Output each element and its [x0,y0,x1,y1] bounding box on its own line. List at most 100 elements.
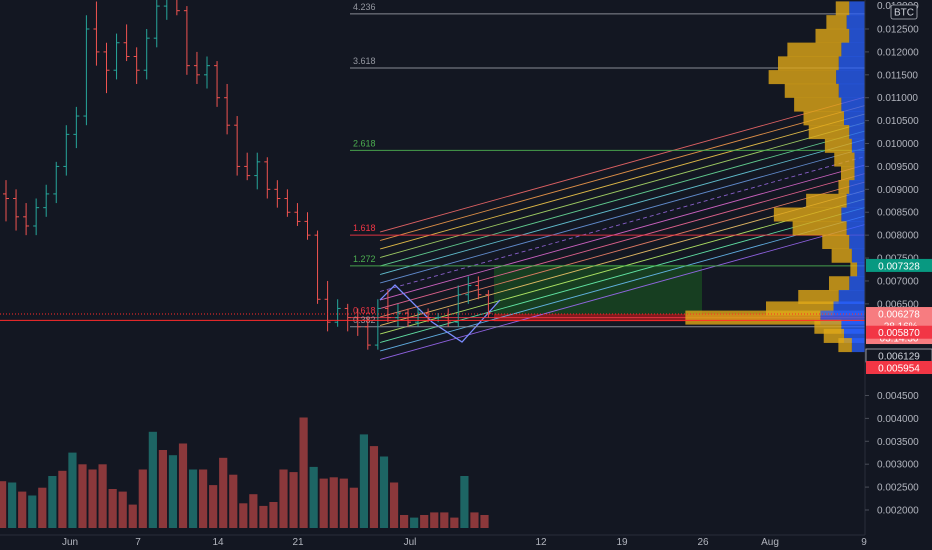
vp-bar-up [849,235,865,250]
price-tick-label: 0.009000 [877,185,919,196]
vp-bar-down [778,56,839,71]
price-badge-text: 0.005870 [878,328,920,339]
price-badge-text: 03:14:30 [880,334,919,345]
last-price-line [0,313,865,321]
long-target-zone[interactable] [494,264,702,314]
vp-bar-down [838,338,852,353]
time-tick-label: 26 [697,537,709,548]
volume-bar [209,485,218,528]
price-tick-label: 0.004000 [877,414,919,425]
price-tick-label: 0.012500 [877,25,919,36]
vp-bar-up [841,42,865,57]
volume-bar [58,470,67,528]
volume-bar [420,515,429,528]
volume-bar [289,472,298,528]
vp-bar-down [822,235,850,250]
volume-bar [400,515,409,528]
channel-line [379,105,866,241]
price-badge-text: 0.006278 [878,310,920,321]
volume-bar [138,469,147,528]
vp-bar-down [815,28,850,43]
vp-bar-up [849,125,865,140]
price-tick-label: 0.006500 [877,299,919,310]
currency-label: BTC [894,8,914,19]
price-tick-label: 0.004500 [877,391,919,402]
pattern-drawing[interactable] [379,284,501,343]
volume-bar [98,464,107,528]
vp-bar-down [806,193,847,208]
vp-bar-down [685,310,821,325]
volume-bar [68,452,77,528]
volume-bar [309,466,318,528]
vp-bar-up [838,289,865,304]
price-badge-text: 0.007328 [878,261,920,272]
volume-bar [148,431,157,528]
price-badge-text: 0.005954 [878,364,920,375]
fib-level-label: 1.272 [353,254,376,264]
volume-profile [685,1,865,353]
volume-bar [299,417,308,528]
volume-bar [0,481,7,528]
vp-bar-up [846,221,865,236]
price-tick-label: 0.003500 [877,437,919,448]
volume-bar [369,446,379,528]
fib-level-label: 3.618 [353,56,376,66]
volume-bars [0,417,489,528]
price-tick-label: 0.007000 [877,276,919,287]
channel-line [379,139,866,275]
volume-bar [379,456,389,528]
currency-label-box[interactable]: BTC [890,4,918,20]
volume-bar [108,489,117,528]
volume-bar [168,455,178,528]
vp-bar-up [841,97,865,112]
volume-bar [389,482,399,528]
volume-bar [440,512,449,528]
channel-line [379,173,866,309]
vp-bar-down [831,248,852,263]
volume-bar [128,504,137,528]
volume-bar [239,503,248,528]
time-tick-label: Jun [62,537,78,548]
vp-bar-up [849,28,865,43]
vp-bar-up [851,248,865,263]
vp-bar-down [792,221,847,236]
volume-bar [259,505,268,528]
vp-bar-down [803,111,844,126]
time-tick-label: 21 [292,537,304,548]
price-badge-bg [866,361,932,374]
price-tick-label: 0.010000 [877,139,919,150]
vp-bar-down [826,15,847,30]
volume-bar [229,474,238,528]
volume-bar [329,477,338,528]
volume-bar [88,469,97,528]
volume-bar [480,515,489,528]
channel-line [379,215,866,352]
volume-bar [199,469,208,528]
channel-line [379,130,866,267]
price-badges: 0.0073280.006278-28.16%03:14:300.0061290… [865,258,932,375]
channel-line [379,96,866,233]
vp-bar-down [850,262,858,277]
vp-bar-down [768,70,837,85]
volume-bar [118,491,127,528]
volume-bar [78,464,87,528]
price-badge-bg [866,325,932,339]
time-tick-label: 12 [535,537,547,548]
price-tick-label: 0.011500 [877,70,918,81]
volume-bar [460,476,469,528]
fib-level-label: 0.618 [353,306,376,316]
volume-bar [349,487,358,528]
price-tick-label: 0.002000 [877,506,919,517]
fib-level-label: 2.618 [353,138,376,148]
volume-bar [178,443,188,528]
price-tick-label: 0.009500 [877,162,919,173]
vp-bar-up [838,83,865,98]
volume-bar [18,491,27,528]
volume-bar [28,495,37,528]
vp-bar-up [846,193,865,208]
volume-bar [470,512,479,528]
time-axis[interactable]: Jun 7 14 21 Jul 12 19 26 Aug 9 [0,534,867,548]
vp-bar-down [808,125,850,140]
price-tick-label: 0.012000 [877,47,919,58]
